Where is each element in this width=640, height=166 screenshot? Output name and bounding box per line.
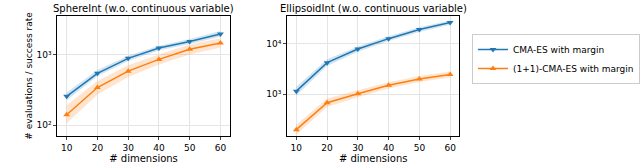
svg-text:SphereInt (w.o. continuous var: SphereInt (w.o. continuous variable) <box>53 3 234 14</box>
svg-text:30: 30 <box>122 143 134 153</box>
svg-text:CMA-ES with margin: CMA-ES with margin <box>513 45 604 55</box>
svg-text:10²: 10² <box>37 120 52 130</box>
svg-text:40: 40 <box>383 143 395 153</box>
svg-text:40: 40 <box>153 143 165 153</box>
svg-text:50: 50 <box>184 143 196 153</box>
svg-text:10³: 10³ <box>266 89 281 99</box>
svg-text:10⁴: 10⁴ <box>266 39 281 49</box>
svg-text:60: 60 <box>215 143 227 153</box>
svg-text:# dimensions: # dimensions <box>339 153 408 164</box>
svg-text:60: 60 <box>444 143 456 153</box>
svg-text:# dimensions: # dimensions <box>109 153 178 164</box>
svg-text:10³: 10³ <box>37 50 52 60</box>
svg-text:(1+1)-CMA-ES with margin: (1+1)-CMA-ES with margin <box>513 64 633 74</box>
svg-text:20: 20 <box>321 143 333 153</box>
svg-text:EllipsoidInt (w.o. continuous: EllipsoidInt (w.o. continuous variable) <box>280 3 467 14</box>
svg-text:# evaluations / success rate: # evaluations / success rate <box>24 12 34 140</box>
svg-text:50: 50 <box>414 143 426 153</box>
svg-text:10: 10 <box>291 143 303 153</box>
svg-text:10: 10 <box>61 143 73 153</box>
svg-text:20: 20 <box>92 143 104 153</box>
svg-text:30: 30 <box>352 143 364 153</box>
